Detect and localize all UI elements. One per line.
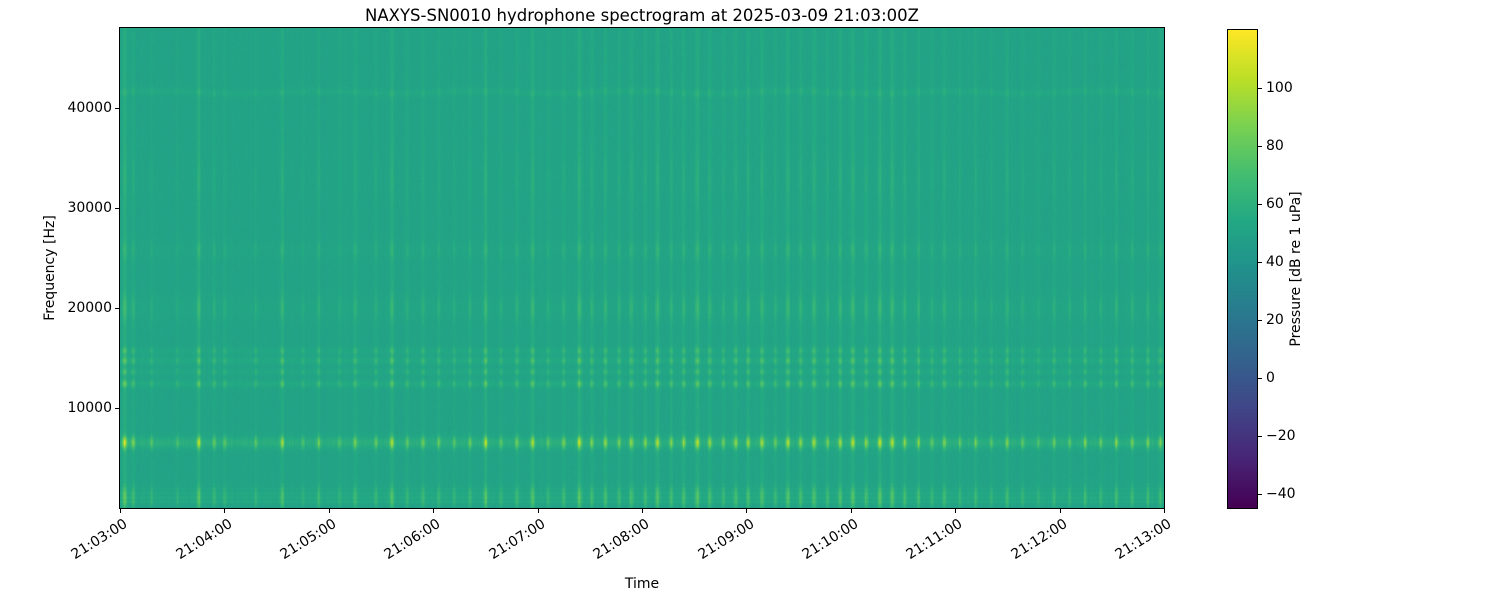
- y-tick-label: 30000: [67, 200, 112, 216]
- y-tick: [115, 408, 119, 409]
- colorbar-tick-label: 20: [1266, 311, 1284, 328]
- x-tick: [433, 509, 435, 513]
- x-tick: [1059, 509, 1061, 513]
- x-tick: [1164, 509, 1165, 513]
- y-tick-label: 40000: [67, 100, 112, 116]
- colorbar-tick: [1258, 377, 1262, 379]
- colorbar-label: Pressure [dB re 1 uPa]: [1288, 191, 1304, 347]
- colorbar-tick-label: 80: [1266, 137, 1284, 154]
- chart-title: NAXYS-SN0010 hydrophone spectrogram at 2…: [365, 6, 919, 25]
- colorbar-tick-label: 40: [1266, 253, 1284, 270]
- x-tick: [537, 509, 539, 513]
- colorbar-tick-label: −20: [1266, 427, 1296, 444]
- colorbar-tick: [1258, 261, 1262, 263]
- x-tick: [850, 509, 852, 513]
- colorbar-tick: [1258, 203, 1262, 205]
- x-tick: [746, 509, 748, 513]
- colorbar-tick: [1258, 145, 1262, 147]
- x-tick: [955, 509, 957, 513]
- colorbar-gradient: [1228, 30, 1257, 508]
- x-tick-label: 21:04:00: [173, 516, 235, 563]
- colorbar-tick: [1258, 87, 1262, 89]
- y-tick: [115, 108, 119, 109]
- spectrogram-heatmap: [120, 28, 1164, 508]
- colorbar-tick-label: 60: [1266, 195, 1284, 212]
- x-tick-label: 21:03:00: [68, 516, 131, 563]
- y-tick-label: 20000: [67, 300, 112, 316]
- y-tick-label: 10000: [67, 400, 112, 416]
- y-tick: [115, 308, 119, 309]
- x-tick-label: 21:11:00: [903, 516, 966, 563]
- x-tick-label: 21:13:00: [1112, 516, 1175, 563]
- y-axis-label: Frequency [Hz]: [42, 215, 58, 321]
- x-axis-label: Time: [624, 576, 660, 592]
- colorbar-tick-label: −40: [1266, 485, 1296, 502]
- x-tick-label: 21:10:00: [799, 516, 862, 563]
- y-tick: [115, 208, 119, 209]
- x-tick: [642, 509, 643, 513]
- x-tick-label: 21:05:00: [277, 516, 340, 563]
- x-tick-label: 21:09:00: [695, 516, 757, 563]
- x-tick: [120, 509, 121, 513]
- x-tick-label: 21:08:00: [590, 516, 653, 563]
- colorbar-tick-label: 100: [1266, 79, 1293, 96]
- x-tick: [328, 509, 330, 513]
- colorbar-tick: [1258, 435, 1262, 437]
- x-tick-label: 21:12:00: [1008, 516, 1071, 563]
- colorbar-tick: [1258, 493, 1262, 495]
- x-tick-label: 21:07:00: [486, 516, 549, 563]
- colorbar-tick: [1258, 319, 1262, 321]
- colorbar-tick-label: 0: [1266, 369, 1275, 386]
- x-tick: [224, 509, 226, 513]
- x-tick-label: 21:06:00: [381, 516, 444, 563]
